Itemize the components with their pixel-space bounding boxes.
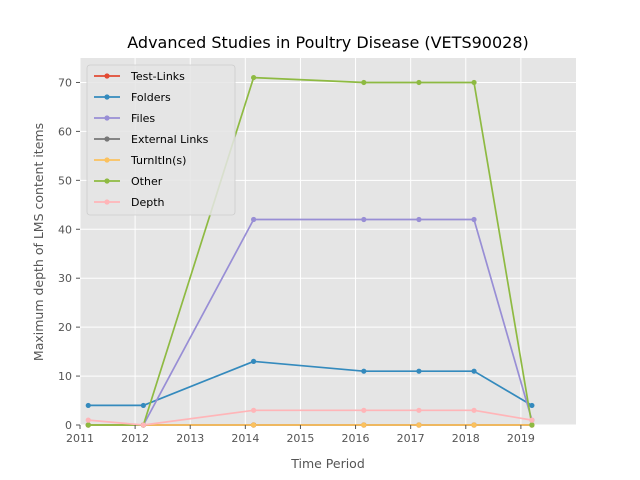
data-point bbox=[85, 417, 91, 423]
x-tick-label: 2016 bbox=[342, 432, 370, 445]
legend: Test-Links Folders Files External Links Turn… bbox=[86, 64, 236, 216]
x-tick-label: 2015 bbox=[286, 432, 314, 445]
x-tick-label: 2014 bbox=[231, 432, 259, 445]
series-depth bbox=[85, 407, 535, 428]
data-point bbox=[361, 422, 367, 428]
data-point bbox=[251, 216, 257, 223]
legend-marker bbox=[104, 94, 110, 100]
x-tick-label: 2011 bbox=[66, 432, 94, 445]
data-point bbox=[529, 402, 535, 409]
x-tick-label: 2012 bbox=[121, 432, 149, 445]
data-point bbox=[416, 79, 422, 86]
legend-box bbox=[86, 64, 236, 216]
data-point bbox=[471, 368, 477, 374]
legend-item: Files bbox=[94, 112, 155, 125]
data-point bbox=[416, 216, 422, 223]
data-point bbox=[85, 422, 91, 428]
legend-marker bbox=[104, 199, 110, 205]
legend-label: Files bbox=[131, 112, 155, 125]
data-point bbox=[361, 407, 367, 413]
data-point bbox=[251, 407, 257, 413]
legend-item: Test-Links bbox=[94, 70, 185, 83]
legend-item: External Links bbox=[94, 133, 209, 146]
data-point bbox=[85, 402, 91, 409]
data-point bbox=[529, 422, 535, 428]
data-point bbox=[140, 422, 146, 428]
x-axis-label: Time Period bbox=[290, 456, 365, 471]
series-layer bbox=[85, 74, 535, 428]
legend-item: Folders bbox=[94, 91, 171, 104]
data-point bbox=[251, 422, 257, 428]
legend-marker bbox=[104, 73, 110, 79]
legend-item: Other bbox=[94, 175, 163, 188]
data-point bbox=[416, 407, 422, 413]
legend-item: Depth bbox=[94, 196, 165, 209]
data-point bbox=[140, 402, 146, 409]
y-tick-label: 30 bbox=[58, 272, 72, 285]
legend-marker bbox=[104, 115, 110, 121]
x-tick-label: 2018 bbox=[452, 432, 480, 445]
legend-label: Depth bbox=[131, 196, 165, 209]
data-point bbox=[529, 417, 535, 423]
legend-label: Other bbox=[131, 175, 163, 188]
x-tick-label: 2013 bbox=[176, 432, 204, 445]
data-point bbox=[361, 216, 367, 223]
data-point bbox=[251, 74, 257, 81]
data-point bbox=[471, 422, 477, 428]
x-tick-label: 2019 bbox=[507, 432, 535, 445]
data-point bbox=[361, 368, 367, 374]
legend-item: TurnItIn(s) bbox=[94, 154, 186, 167]
y-tick-label: 60 bbox=[58, 125, 72, 138]
y-tick-label: 50 bbox=[58, 174, 72, 187]
legend-marker bbox=[104, 157, 110, 163]
y-tick-label: 70 bbox=[58, 76, 72, 89]
data-point bbox=[416, 368, 422, 374]
y-tick-label: 10 bbox=[58, 370, 72, 383]
data-point bbox=[471, 407, 477, 413]
series-folders bbox=[85, 358, 535, 409]
data-point bbox=[471, 79, 477, 86]
legend-marker bbox=[104, 136, 110, 142]
legend-label: External Links bbox=[131, 133, 209, 146]
data-point bbox=[361, 79, 367, 86]
y-axis-label: Maximum depth of LMS content items bbox=[31, 123, 46, 361]
axis-ticks: 2011 2012 2013 2014 2015 2016 2017 2018 2019 0 10 2… bbox=[58, 76, 535, 445]
legend-marker bbox=[104, 178, 110, 184]
legend-label: Folders bbox=[131, 91, 171, 104]
x-tick-label: 2017 bbox=[397, 432, 425, 445]
legend-label: TurnItIn(s) bbox=[130, 154, 186, 167]
y-tick-label: 40 bbox=[58, 223, 72, 236]
legend-label: Test-Links bbox=[130, 70, 185, 83]
data-point bbox=[416, 422, 422, 428]
chart-title: Advanced Studies in Poultry Disease (VET… bbox=[127, 33, 528, 52]
y-tick-label: 0 bbox=[65, 419, 72, 432]
data-point bbox=[471, 216, 477, 223]
data-point bbox=[251, 358, 257, 364]
y-tick-label: 20 bbox=[58, 321, 72, 334]
